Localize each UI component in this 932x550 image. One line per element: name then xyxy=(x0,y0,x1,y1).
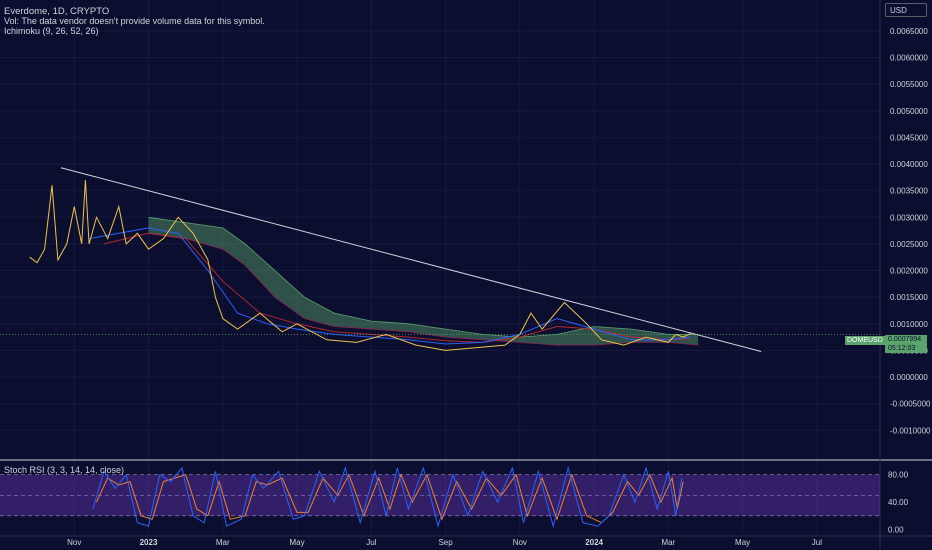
ichimoku-cloud xyxy=(148,216,699,346)
price-axis[interactable]: 0.0065000 0.0060000 0.0055000 0.0050000 0.00… xyxy=(888,27,931,535)
y-tick-label: 0.0035000 xyxy=(890,187,928,196)
trendline xyxy=(60,167,762,352)
y-tick-label: 0.0040000 xyxy=(890,160,928,169)
y-tick-label: -0.0005000 xyxy=(890,400,931,409)
tenkan-line xyxy=(89,227,691,345)
y-tick-label: 0.0065000 xyxy=(890,27,928,36)
kijun-line xyxy=(103,232,691,343)
symbol-tag: DOMEUSD xyxy=(845,336,885,345)
stoch-band xyxy=(0,474,880,516)
ichimoku-legend[interactable]: Ichimoku (9, 26, 52, 26) xyxy=(4,26,99,36)
x-tick-label: Mar xyxy=(661,538,675,547)
price-lines xyxy=(0,167,880,352)
price-tag: 0.0007994 05:12:03 xyxy=(885,335,927,353)
stoch-tick-label: 0.00 xyxy=(888,526,904,535)
volume-note: Vol: The data vendor doesn't provide vol… xyxy=(4,16,265,26)
senkou-a-line xyxy=(148,216,699,338)
x-tick-label: Nov xyxy=(513,538,527,547)
x-tick-label: 2023 xyxy=(140,538,158,547)
y-tick-label: 0.0015000 xyxy=(890,293,928,302)
y-tick-label: 0.0025000 xyxy=(890,240,928,249)
y-tick-label: 0.0050000 xyxy=(890,107,928,116)
stoch-tick-label: 80.00 xyxy=(888,471,909,480)
x-tick-label: May xyxy=(735,538,750,547)
x-tick-label: Jul xyxy=(812,538,822,547)
senkou-b-line xyxy=(148,232,699,346)
currency-button[interactable]: USD xyxy=(885,3,927,17)
price-tag-countdown: 05:12:03 xyxy=(888,345,916,352)
x-tick-label: Sep xyxy=(438,538,453,547)
x-tick-label: May xyxy=(289,538,304,547)
y-tick-label: 0.0030000 xyxy=(890,213,928,222)
x-tick-label: 2024 xyxy=(585,538,603,547)
y-tick-label: 0.0045000 xyxy=(890,133,928,142)
stoch-rsi-legend[interactable]: Stoch RSI (3, 3, 14, 14, close) xyxy=(4,465,125,475)
x-tick-label: Jul xyxy=(366,538,376,547)
time-axis[interactable]: Nov 2023 Mar May Jul Sep Nov 2024 Mar May Jul xyxy=(67,538,822,547)
price-tag-value: 0.0007994 xyxy=(888,336,922,343)
stoch-tick-label: 40.00 xyxy=(888,498,909,507)
y-tick-label: 0.0020000 xyxy=(890,267,928,276)
y-tick-label: -0.0010000 xyxy=(890,426,931,435)
stoch-k-line xyxy=(92,465,683,529)
y-tick-label: 0.0010000 xyxy=(890,320,928,329)
y-tick-label: 0.0060000 xyxy=(890,54,928,63)
chart-title: Everdome, 1D, CRYPTO xyxy=(4,6,110,17)
x-tick-label: Nov xyxy=(67,538,81,547)
cloud-fill xyxy=(148,217,699,346)
y-tick-label: 0.0055000 xyxy=(890,80,928,89)
x-tick-label: Mar xyxy=(216,538,230,547)
stoch-rsi-pane xyxy=(0,465,880,529)
price-line xyxy=(29,179,691,351)
y-tick-label: 0.0000000 xyxy=(890,373,928,382)
